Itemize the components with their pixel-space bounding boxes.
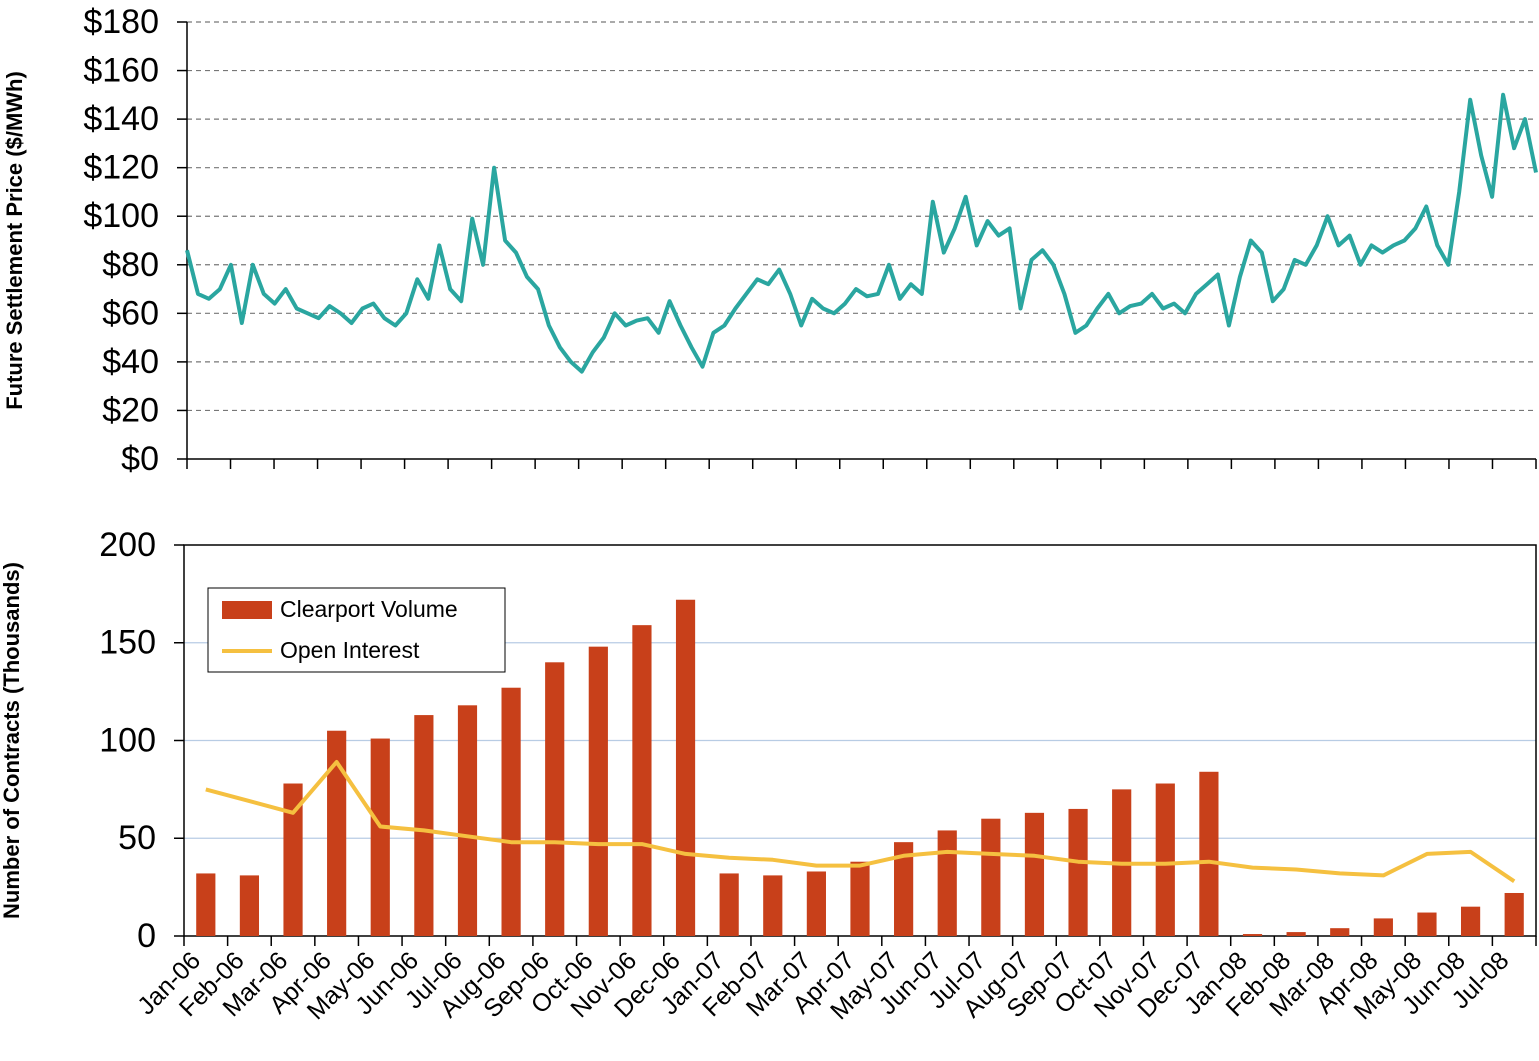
price-line bbox=[185, 92, 1538, 374]
bar bbox=[1417, 912, 1437, 936]
bar bbox=[632, 625, 652, 936]
bar bbox=[457, 705, 478, 936]
y-axis-title: Number of Contracts (Thousands) bbox=[0, 562, 24, 919]
y-tick-label: $20 bbox=[102, 391, 159, 429]
bar bbox=[588, 646, 608, 936]
bar bbox=[1068, 808, 1088, 936]
y-tick-label: $60 bbox=[102, 294, 159, 332]
bar bbox=[675, 599, 696, 936]
y-tick-label: 200 bbox=[99, 526, 156, 564]
y-axis-title: Future Settlement Price ($/MWh) bbox=[2, 71, 27, 410]
legend-swatch bbox=[222, 601, 272, 619]
bar bbox=[1504, 892, 1524, 936]
y-tick-label: $0 bbox=[121, 440, 159, 478]
y-tick-label: $120 bbox=[83, 149, 159, 187]
open-interest-line bbox=[205, 760, 1516, 883]
bar bbox=[196, 873, 216, 936]
bar bbox=[1024, 812, 1045, 936]
y-tick-label: $40 bbox=[102, 343, 159, 381]
bar bbox=[850, 861, 870, 936]
bar bbox=[1199, 771, 1219, 936]
bar bbox=[1155, 783, 1175, 936]
bar bbox=[239, 875, 260, 936]
bar bbox=[370, 738, 390, 936]
bar bbox=[937, 830, 957, 936]
bar bbox=[327, 730, 347, 936]
bar bbox=[283, 783, 303, 936]
legend-label: Open Interest bbox=[280, 637, 420, 663]
y-tick-label: $160 bbox=[83, 52, 159, 90]
y-tick-label: $100 bbox=[83, 197, 159, 235]
bar bbox=[1373, 918, 1393, 936]
y-tick-label: 150 bbox=[99, 624, 156, 662]
y-tick-label: 50 bbox=[118, 819, 156, 857]
bar bbox=[545, 662, 565, 936]
y-tick-label: 0 bbox=[137, 917, 156, 955]
y-tick-label: $140 bbox=[83, 100, 159, 138]
bar bbox=[1330, 928, 1350, 936]
bar bbox=[981, 818, 1001, 936]
bar bbox=[501, 687, 521, 936]
bar bbox=[719, 873, 739, 936]
legend-label: Clearport Volume bbox=[280, 596, 458, 622]
y-tick-label: 100 bbox=[99, 721, 156, 759]
y-tick-label: $80 bbox=[102, 246, 159, 284]
bar bbox=[763, 875, 783, 936]
bar bbox=[806, 871, 826, 936]
y-tick-label: $180 bbox=[83, 3, 159, 41]
bar bbox=[894, 842, 914, 936]
bar bbox=[1286, 932, 1306, 936]
bar bbox=[1460, 906, 1481, 936]
bar bbox=[414, 715, 434, 936]
bar bbox=[1242, 934, 1263, 936]
